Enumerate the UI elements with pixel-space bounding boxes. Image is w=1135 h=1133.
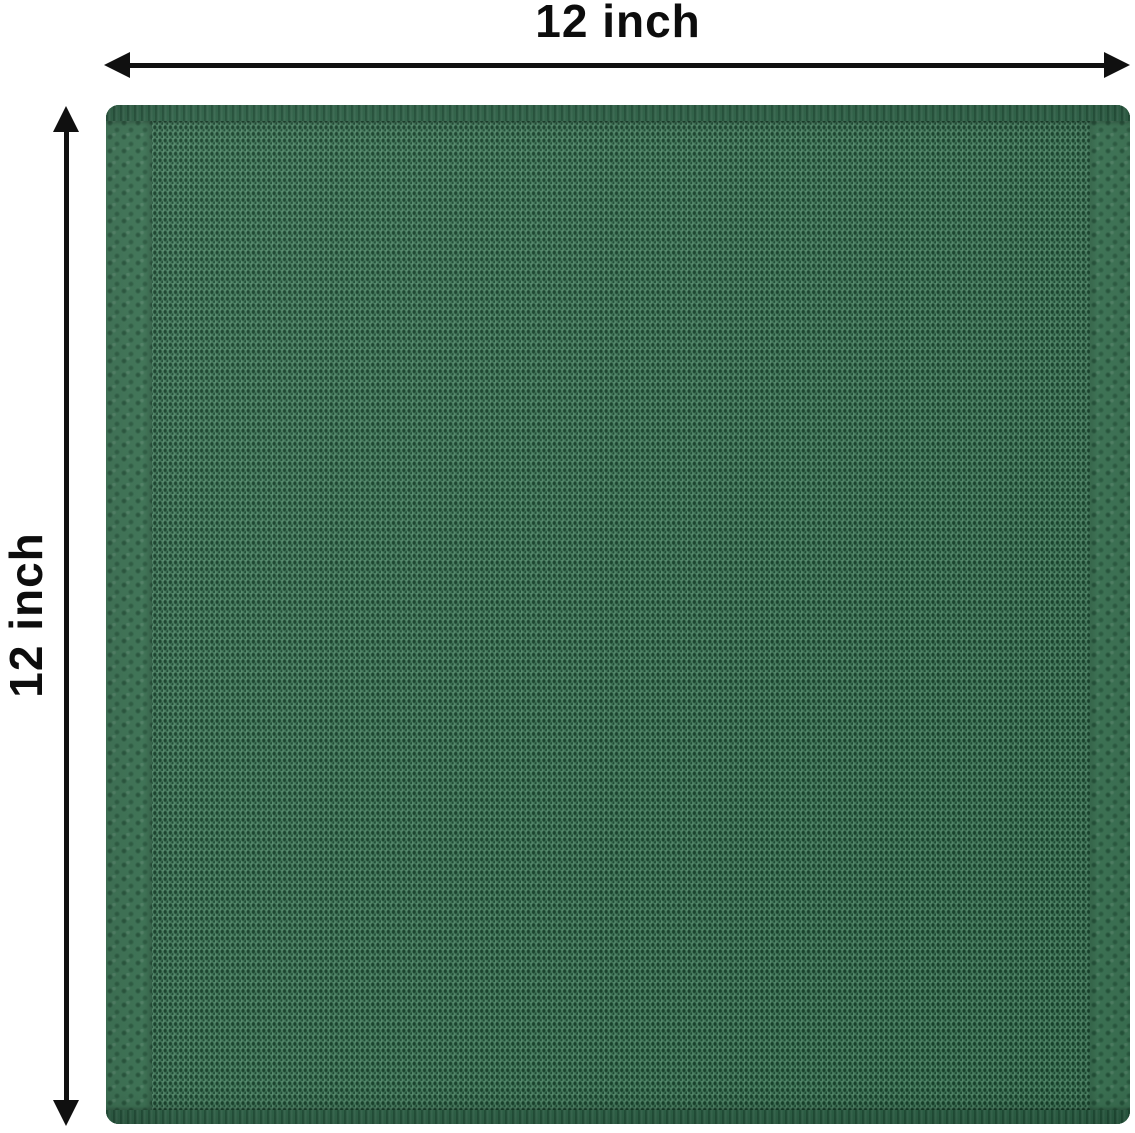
fabric-selvage-right: [1090, 105, 1130, 1124]
width-arrow-line: [130, 62, 1104, 68]
height-dimension-arrow: [53, 106, 79, 1126]
height-arrow-line: [63, 132, 69, 1100]
arrowhead-up-icon: [53, 106, 79, 132]
arrowhead-left-icon: [104, 52, 130, 78]
fabric-selvage-left: [106, 105, 152, 1124]
green-fabric-swatch: [106, 105, 1130, 1124]
fabric-hem-top: [106, 105, 1130, 121]
width-dimension-label: 12 inch: [535, 0, 701, 47]
fabric-hem-bottom: [106, 1110, 1130, 1124]
fabric-waffle-texture: [106, 105, 1130, 1124]
arrowhead-right-icon: [1104, 52, 1130, 78]
width-dimension-arrow: [104, 52, 1130, 78]
height-dimension-label: 12 inch: [0, 532, 52, 698]
arrowhead-down-icon: [53, 1100, 79, 1126]
